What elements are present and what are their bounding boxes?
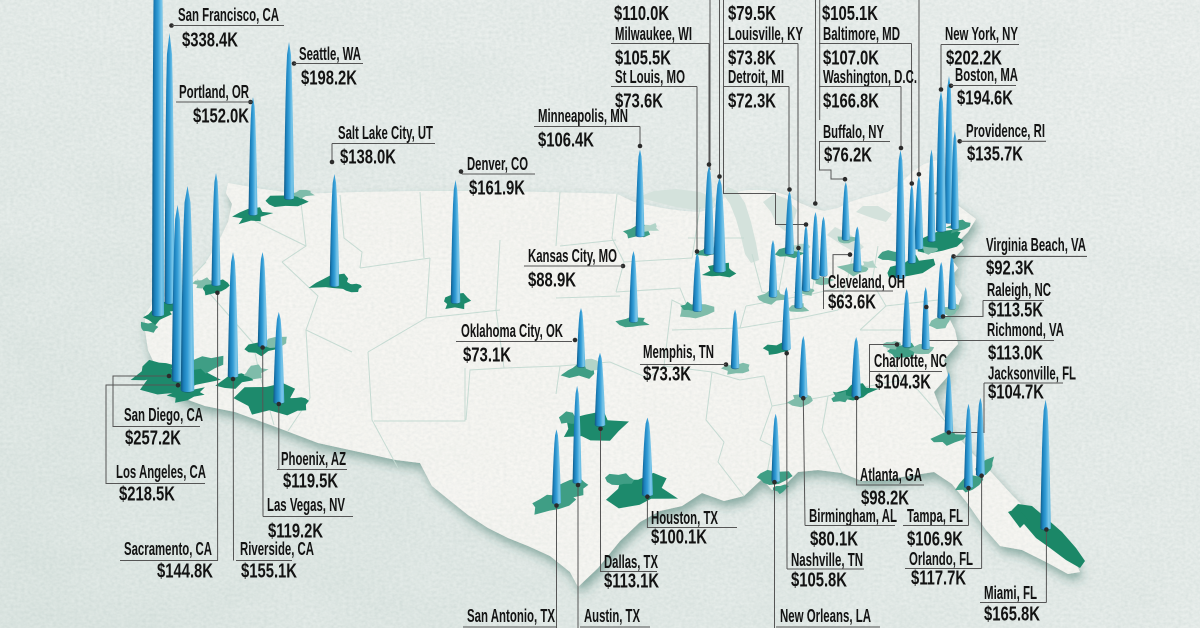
svg-text:Atlanta, GA: Atlanta, GA bbox=[860, 465, 922, 485]
svg-text:Boston, MA: Boston, MA bbox=[955, 65, 1018, 85]
svg-text:Oklahoma City, OK: Oklahoma City, OK bbox=[461, 321, 563, 341]
svg-text:$119.2K: $119.2K bbox=[268, 521, 323, 543]
svg-text:Nashville, TN: Nashville, TN bbox=[791, 550, 863, 570]
svg-text:Baltimore, MD: Baltimore, MD bbox=[823, 24, 900, 44]
svg-text:Las Vegas, NV: Las Vegas, NV bbox=[267, 495, 345, 515]
svg-text:Charlotte, NC: Charlotte, NC bbox=[874, 351, 947, 371]
svg-text:Denver, CO: Denver, CO bbox=[467, 154, 528, 174]
svg-text:$338.4K: $338.4K bbox=[182, 30, 238, 52]
svg-text:$92.3K: $92.3K bbox=[986, 258, 1034, 280]
svg-text:San Diego, CA: San Diego, CA bbox=[124, 405, 203, 425]
svg-text:$106.9K: $106.9K bbox=[907, 529, 963, 551]
svg-text:Louisville, KY: Louisville, KY bbox=[728, 24, 803, 44]
svg-text:$105.1K: $105.1K bbox=[822, 3, 878, 25]
svg-text:New York, NY: New York, NY bbox=[945, 24, 1018, 44]
svg-text:Kansas City, MO: Kansas City, MO bbox=[528, 246, 617, 266]
svg-text:Tampa, FL: Tampa, FL bbox=[907, 506, 963, 526]
svg-text:$257.2K: $257.2K bbox=[125, 428, 181, 450]
svg-text:$144.8K: $144.8K bbox=[157, 561, 213, 583]
svg-text:$194.6K: $194.6K bbox=[957, 88, 1013, 110]
svg-text:Austin, TX: Austin, TX bbox=[584, 606, 640, 626]
svg-text:Miami, FL: Miami, FL bbox=[984, 583, 1037, 603]
svg-text:$138.0K: $138.0K bbox=[340, 147, 396, 169]
svg-text:San Antonio, TX: San Antonio, TX bbox=[467, 606, 555, 626]
svg-text:$155.1K: $155.1K bbox=[241, 561, 297, 583]
svg-text:$218.5K: $218.5K bbox=[119, 484, 175, 506]
svg-text:$104.3K: $104.3K bbox=[875, 372, 931, 394]
svg-text:Seattle, WA: Seattle, WA bbox=[299, 44, 361, 64]
svg-text:Phoenix, AZ: Phoenix, AZ bbox=[281, 449, 346, 469]
svg-text:$113.1K: $113.1K bbox=[604, 571, 659, 593]
svg-text:Jacksonville, FL: Jacksonville, FL bbox=[988, 364, 1076, 384]
svg-text:Minneapolis, MN: Minneapolis, MN bbox=[538, 106, 628, 126]
svg-text:Portland, OR: Portland, OR bbox=[179, 82, 249, 102]
svg-text:$98.2K: $98.2K bbox=[861, 488, 909, 510]
svg-text:$113.5K: $113.5K bbox=[988, 300, 1043, 322]
svg-text:$166.8K: $166.8K bbox=[823, 91, 879, 113]
svg-text:$73.3K: $73.3K bbox=[643, 364, 691, 386]
svg-text:Los Angeles, CA: Los Angeles, CA bbox=[116, 462, 206, 482]
svg-text:Memphis, TN: Memphis, TN bbox=[643, 342, 714, 362]
svg-text:$110.0K: $110.0K bbox=[614, 3, 669, 25]
svg-text:$119.5K: $119.5K bbox=[283, 471, 338, 493]
svg-text:Detroit, MI: Detroit, MI bbox=[728, 67, 784, 87]
svg-text:$72.3K: $72.3K bbox=[728, 91, 776, 113]
svg-text:Salt Lake City, UT: Salt Lake City, UT bbox=[338, 123, 433, 143]
svg-text:Providence, RI: Providence, RI bbox=[966, 121, 1045, 141]
svg-text:$105.5K: $105.5K bbox=[615, 48, 671, 70]
svg-text:Washington, D.C.: Washington, D.C. bbox=[823, 67, 917, 87]
svg-text:Buffalo, NY: Buffalo, NY bbox=[823, 122, 884, 142]
svg-text:$63.6K: $63.6K bbox=[828, 292, 876, 314]
svg-text:$202.2K: $202.2K bbox=[946, 48, 1002, 70]
svg-text:New Orleans, LA: New Orleans, LA bbox=[780, 606, 871, 626]
svg-text:$135.7K: $135.7K bbox=[967, 144, 1023, 166]
svg-text:Milwaukee, WI: Milwaukee, WI bbox=[615, 24, 692, 44]
svg-text:Cleveland, OH: Cleveland, OH bbox=[828, 272, 905, 292]
svg-text:$113.0K: $113.0K bbox=[988, 343, 1043, 365]
svg-text:$88.9K: $88.9K bbox=[528, 270, 576, 292]
svg-text:Dallas, TX: Dallas, TX bbox=[604, 552, 658, 572]
svg-text:$106.4K: $106.4K bbox=[538, 130, 594, 152]
svg-text:$104.7K: $104.7K bbox=[988, 382, 1044, 404]
svg-text:Raleigh, NC: Raleigh, NC bbox=[987, 280, 1051, 300]
svg-text:Orlando, FL: Orlando, FL bbox=[909, 549, 973, 569]
svg-text:St Louis, MO: St Louis, MO bbox=[615, 67, 685, 87]
svg-text:$79.5K: $79.5K bbox=[728, 3, 776, 25]
svg-text:$73.1K: $73.1K bbox=[463, 345, 511, 367]
svg-text:Houston, TX: Houston, TX bbox=[651, 508, 718, 528]
svg-text:$161.9K: $161.9K bbox=[469, 178, 525, 200]
svg-text:$100.1K: $100.1K bbox=[651, 527, 707, 549]
svg-text:Richmond, VA: Richmond, VA bbox=[987, 320, 1064, 340]
svg-text:San Francisco, CA: San Francisco, CA bbox=[178, 5, 279, 25]
svg-text:$73.6K: $73.6K bbox=[615, 91, 663, 113]
svg-text:$152.0K: $152.0K bbox=[193, 106, 249, 128]
svg-text:$198.2K: $198.2K bbox=[301, 68, 357, 90]
svg-text:$117.7K: $117.7K bbox=[911, 568, 966, 590]
svg-text:$165.8K: $165.8K bbox=[984, 604, 1040, 626]
svg-text:$76.2K: $76.2K bbox=[824, 145, 872, 167]
svg-text:$73.8K: $73.8K bbox=[728, 48, 776, 70]
svg-text:Riverside, CA: Riverside, CA bbox=[240, 539, 314, 559]
svg-text:$107.0K: $107.0K bbox=[823, 48, 879, 70]
svg-text:$80.1K: $80.1K bbox=[810, 529, 858, 551]
svg-text:Birmingham, AL: Birmingham, AL bbox=[809, 506, 897, 526]
svg-text:Virginia Beach, VA: Virginia Beach, VA bbox=[986, 235, 1086, 255]
svg-text:Sacramento, CA: Sacramento, CA bbox=[124, 539, 212, 559]
svg-text:$105.8K: $105.8K bbox=[791, 570, 847, 592]
